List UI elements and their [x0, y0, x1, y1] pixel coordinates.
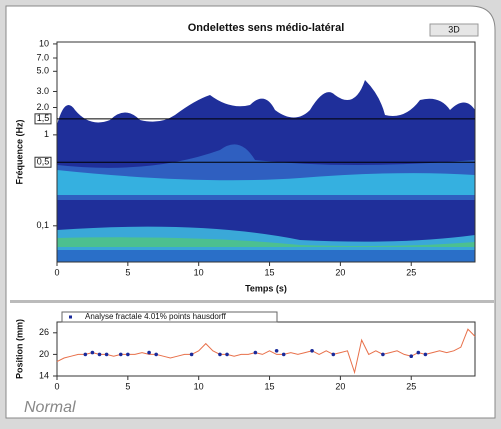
hausdorff-point	[381, 352, 385, 357]
hausdorff-point	[90, 350, 95, 355]
x-axis-label: Temps (s)	[245, 283, 287, 293]
hausdorff-point	[97, 352, 102, 357]
y-axis-label: Fréquence (Hz)	[14, 119, 24, 184]
y-tick-label: 3.0	[36, 86, 49, 96]
wavelet-map	[57, 80, 475, 262]
legend-box	[61, 311, 278, 323]
y-tick-label: 0,1	[36, 220, 49, 230]
x-tick-label: 25	[406, 267, 416, 277]
hausdorff-point	[147, 350, 151, 355]
x-tick-label: 0	[54, 381, 59, 391]
status-label: Normal	[24, 399, 76, 416]
hausdorff-point	[118, 352, 123, 357]
legend-label: Analyse fractale 4.01% points hausdorff	[85, 312, 227, 321]
reference-label-box	[34, 113, 52, 125]
chart-title: Ondelettes sens médio-latéral	[188, 22, 345, 34]
y-tick-label: 1	[44, 129, 49, 139]
reference-label: 0,5	[37, 157, 50, 167]
hausdorff-point	[218, 352, 222, 357]
hausdorff-point	[225, 352, 229, 357]
y-tick-label: 2.0	[36, 102, 49, 112]
splitter	[10, 300, 494, 303]
plot-frame	[56, 41, 476, 263]
hausdorff-point	[409, 354, 414, 359]
y-tick-label: 5.0	[36, 66, 49, 76]
hausdorff-point	[104, 352, 109, 357]
y-tick-label: 26	[39, 327, 49, 337]
hausdorff-point	[189, 352, 194, 357]
hausdorff-point	[310, 349, 314, 353]
hausdorff-point	[126, 352, 130, 357]
x-tick-label: 15	[265, 267, 275, 277]
hausdorff-point	[423, 352, 428, 357]
x-tick-label: 20	[335, 381, 345, 391]
reference-label: 1,5	[37, 113, 50, 123]
hausdorff-point	[281, 352, 286, 357]
button-3d[interactable]	[429, 23, 479, 37]
x-tick-label: 5	[125, 381, 130, 391]
y-tick-label: 14	[39, 370, 49, 380]
x-tick-label: 0	[54, 267, 59, 277]
reference-label-box	[34, 156, 52, 168]
y-tick-label: 7.0	[36, 52, 49, 62]
hausdorff-point	[83, 352, 88, 357]
y-tick-label: 10	[39, 38, 49, 48]
hausdorff-point	[416, 350, 421, 355]
hausdorff-point	[154, 352, 158, 357]
x-tick-label: 10	[194, 381, 204, 391]
button-3d-label[interactable]: 3D	[448, 24, 460, 34]
x-tick-label: 25	[406, 381, 416, 391]
y-axis-label: Position (mm)	[14, 319, 24, 379]
hausdorff-point	[274, 349, 279, 353]
legend-marker	[69, 315, 72, 319]
x-tick-label: 15	[265, 381, 275, 391]
y-tick-label: 20	[39, 349, 49, 359]
hausdorff-point	[253, 350, 258, 355]
x-tick-label: 5	[125, 267, 130, 277]
x-tick-label: 20	[335, 267, 345, 277]
hausdorff-point	[331, 352, 336, 357]
x-tick-label: 10	[194, 267, 204, 277]
